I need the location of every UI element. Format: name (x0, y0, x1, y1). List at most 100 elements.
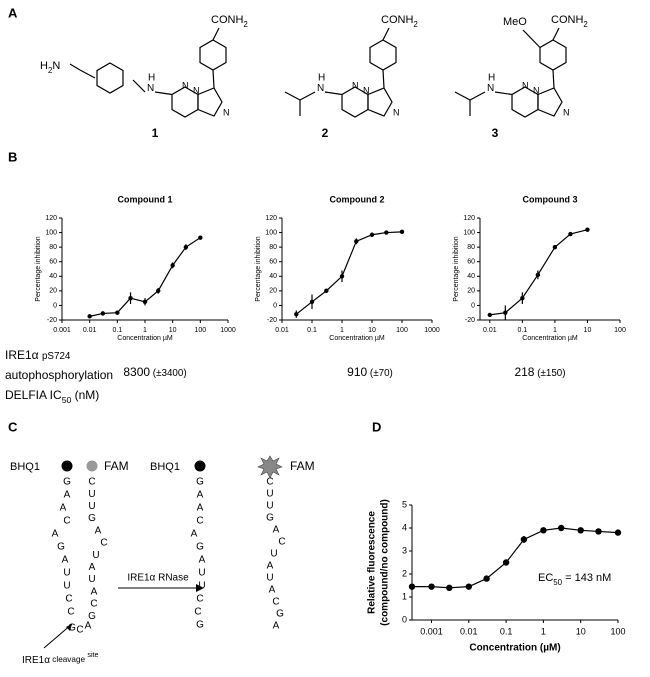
x-tick-label: 1 (541, 626, 546, 636)
x-tick-label: 1 (143, 327, 147, 334)
y-axis-label: Percentage inhibition (255, 236, 262, 301)
chart-title: Compound 2 (330, 194, 385, 204)
nucleotide: A (91, 586, 98, 597)
x-tick-label: 100 (194, 327, 206, 334)
nucleotide: C (266, 477, 273, 488)
nh-h: H (488, 73, 495, 84)
y-tick-label: 2 (402, 568, 407, 578)
quencher-label: BHQ1 (10, 461, 40, 473)
quencher-dot (194, 460, 206, 472)
y-tick-label: 0 (402, 614, 407, 624)
x-tick-label: 100 (396, 327, 408, 334)
annotation-part: = 143 nM (562, 572, 611, 584)
nh-label-part: N (487, 83, 494, 94)
nucleotide: A (273, 621, 280, 632)
annotation-part: EC (538, 572, 553, 584)
arrow-head (66, 624, 72, 631)
nucleotide: A (89, 562, 96, 573)
arrow-head (196, 584, 204, 592)
ring (96, 62, 124, 94)
bond (284, 91, 301, 101)
x-tick-label: 0.001 (420, 626, 443, 636)
nucleotide: G (68, 623, 76, 634)
ic50-value-part: (±70) (367, 368, 393, 379)
data-point (552, 244, 558, 250)
ic50-value-part: 218 (514, 365, 534, 379)
x-tick-label: 0.1 (517, 327, 527, 334)
nucleotide: G (266, 513, 274, 524)
data-point (384, 230, 389, 235)
data-point (156, 288, 161, 294)
data-line (489, 229, 588, 316)
nucleotide: C (88, 477, 95, 488)
y-tick-label: 20 (269, 288, 277, 295)
bond (494, 91, 513, 96)
amide-label-part: CONH (381, 14, 413, 26)
ring (537, 87, 563, 117)
data-point (614, 529, 622, 536)
data-point (324, 288, 329, 294)
y-tick-label: 80 (467, 244, 475, 251)
nucleotide: A (273, 525, 280, 536)
cleavage-label-part: site (87, 650, 98, 659)
cleavage-label-part: IRE1α (22, 655, 50, 666)
ic50-value-part: 910 (347, 365, 367, 379)
row-label-part: 50 (62, 395, 72, 405)
fluorophore-label: FAM (290, 459, 315, 473)
x-axis-label: Concentration µM (117, 335, 173, 342)
nucleotide: G (63, 477, 71, 488)
y-tick-label: 20 (467, 288, 475, 295)
nucleotide: C (272, 597, 279, 608)
amine-label-part: H (40, 60, 48, 72)
row-label: DELFIA IC50 (nM) (5, 388, 99, 405)
x-tick-label: 100 (614, 327, 626, 334)
amine-label-part: 2 (48, 66, 52, 75)
data-point (198, 235, 203, 240)
row-label-part: pS724 (42, 351, 71, 362)
x-axis-label: Concentration µM (522, 335, 578, 342)
x-tick-label: 1000 (424, 327, 440, 334)
data-point (446, 584, 453, 591)
row-label-part: autophosphorylation (5, 368, 113, 382)
fluorophore-label: FAM (104, 459, 129, 473)
bond (522, 29, 541, 48)
row-label-part: DELFIA IC (5, 388, 62, 402)
ring (367, 87, 393, 117)
ic50-value: 218 (±150) (514, 365, 565, 379)
y-tick-label: 60 (269, 259, 277, 266)
ring-atom: N (193, 85, 200, 95)
bond (454, 91, 471, 101)
data-point (339, 274, 345, 279)
bond (212, 69, 215, 89)
row-label: IRE1α pS724 (5, 348, 71, 362)
fluorophore-burst (257, 455, 283, 479)
data-point (502, 559, 510, 566)
data-point (128, 295, 133, 301)
nucleotide: U (88, 489, 95, 500)
bond (299, 91, 316, 101)
nucleotide: U (88, 501, 95, 512)
data-point (577, 527, 584, 534)
y-axis-label: Percentage inhibition (35, 236, 42, 301)
data-point (540, 527, 547, 534)
nucleotide: G (88, 611, 96, 622)
amide-label-part: CONH (551, 14, 583, 26)
nh-label-part: N (147, 83, 154, 94)
x-tick-label: 0.1 (307, 327, 317, 334)
bond (212, 27, 220, 41)
data-line (295, 231, 403, 315)
y-tick-label: 3 (402, 545, 407, 555)
bond (79, 69, 96, 79)
y-tick-label: 5 (402, 499, 407, 509)
x-tick-label: 1 (340, 327, 344, 334)
row-label-part: (nM) (71, 388, 99, 402)
x-tick-label: 0.1 (112, 327, 122, 334)
annotation: EC50 = 143 nM (538, 572, 611, 587)
ic50-value-part: 8300 (123, 365, 150, 379)
x-tick-label: 10 (584, 327, 592, 334)
nucleotide: A (191, 529, 198, 540)
cleavage-label: IRE1α cleavage site (22, 650, 99, 665)
data-point (115, 310, 120, 315)
y-axis-label: (compound/no compound) (380, 499, 391, 626)
